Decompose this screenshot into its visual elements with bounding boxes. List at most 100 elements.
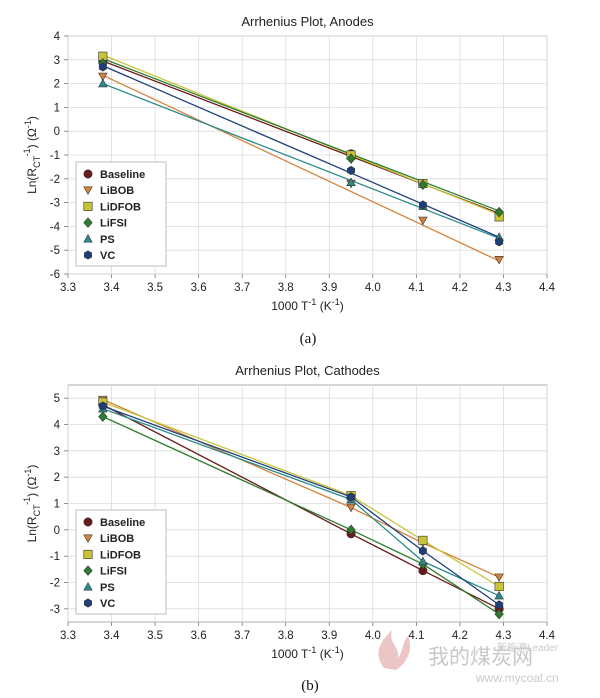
y-tick-label: 2 xyxy=(54,472,60,484)
legend-marker-vc xyxy=(84,250,92,260)
legend-marker-baseline xyxy=(83,169,93,179)
point-lifsi xyxy=(418,179,428,191)
chart-title: Arrhenius Plot, Cathodes xyxy=(235,363,380,378)
legend-label-libob: LiBOB xyxy=(100,185,134,197)
watermark-tag: 新能源Leader xyxy=(497,641,559,654)
legend-label-libob: LiBOB xyxy=(100,533,134,545)
legend-marker-ps xyxy=(83,233,93,243)
point-ps xyxy=(494,590,504,600)
point-vc xyxy=(347,492,355,502)
legend-label-baseline: Baseline xyxy=(100,517,145,529)
x-tick-label: 3.6 xyxy=(191,282,207,294)
legend-marker-baseline xyxy=(83,517,93,527)
point-vc xyxy=(495,237,504,247)
legend-label-baseline: Baseline xyxy=(100,169,145,181)
point-ps xyxy=(98,78,108,88)
legend-label-ps: PS xyxy=(100,582,115,594)
point-libob xyxy=(494,573,504,583)
x-tick-label: 3.8 xyxy=(278,282,294,294)
point-lifsi xyxy=(346,524,356,536)
x-tick-label: 4.1 xyxy=(408,282,424,294)
legend-label-lifsi: LiFSI xyxy=(100,218,127,230)
legend-marker-vc xyxy=(84,598,92,608)
series-line-vc xyxy=(102,405,500,606)
x-tick-label: 4.4 xyxy=(539,630,556,642)
x-tick-label: 4.4 xyxy=(539,282,556,294)
legend-marker-lifsi xyxy=(83,217,93,228)
x-tick-label: 3.5 xyxy=(147,282,163,294)
legend-label-vc: VC xyxy=(100,598,115,610)
point-ps xyxy=(346,177,356,187)
x-tick-label: 3.7 xyxy=(234,282,250,294)
legend-label-ps: PS xyxy=(100,234,115,246)
y-tick-label: 4 xyxy=(54,31,61,43)
y-tick-label: 0 xyxy=(54,126,60,138)
x-axis-label: 1000 T-1 (K-1) xyxy=(271,297,344,313)
y-tick-label: 3 xyxy=(54,55,60,67)
y-tick-label: -4 xyxy=(50,221,61,233)
watermark-cn: 我的煤炭网 xyxy=(428,646,533,669)
y-tick-label: -1 xyxy=(50,551,60,563)
point-vc xyxy=(418,546,427,556)
x-tick-label: 4.3 xyxy=(495,630,511,642)
x-tick-label: 3.7 xyxy=(234,630,250,642)
x-tick-label: 4.2 xyxy=(452,630,468,642)
x-tick-label: 4.1 xyxy=(408,630,424,642)
point-libob xyxy=(418,216,428,226)
legend-box xyxy=(75,509,167,615)
point-libob xyxy=(346,503,356,513)
y-axis-label: Ln(RCT-1) (Ω-1) xyxy=(22,465,42,543)
y-tick-label: -3 xyxy=(50,604,60,616)
legend-marker-libob xyxy=(83,186,93,196)
x-tick-label: 4.2 xyxy=(452,282,468,294)
point-vc xyxy=(98,62,107,72)
x-tick-label: 4.0 xyxy=(365,282,381,294)
y-axis-label: Ln(RCT-1) (Ω-1) xyxy=(22,116,42,194)
legend-marker-lidfob xyxy=(83,201,93,211)
panel-cathodes: 3.3 3.4 3.5 3.6 3.7 3.8 3.9 4.0 4.1 4.2 4.3 4.4 5 4 3 2… xyxy=(22,363,556,661)
x-axis-label: 1000 T-1 (K-1) xyxy=(271,645,344,661)
series-line-libob xyxy=(102,74,500,262)
series-line-lifsi xyxy=(102,416,500,615)
x-tick-label: 4.3 xyxy=(495,282,511,294)
flame-logo-icon xyxy=(378,630,411,670)
y-tick-label: -5 xyxy=(50,245,60,257)
legend-marker-ps xyxy=(83,581,93,591)
x-tick-label: 4.0 xyxy=(365,630,381,642)
point-vc xyxy=(98,401,107,411)
y-tick-label: 3 xyxy=(54,446,60,458)
point-lifsi xyxy=(494,608,504,620)
y-tick-label: 0 xyxy=(54,525,60,537)
legend-marker-lifsi xyxy=(83,565,93,576)
x-tick-label: 3.6 xyxy=(191,630,207,642)
watermark: 我的煤炭网 www.mycoal.cn 新能源Leader xyxy=(378,630,559,685)
point-libob xyxy=(98,72,108,82)
point-libob xyxy=(494,256,504,265)
point-vc xyxy=(418,200,427,210)
legend-label-lidfob: LiDFOB xyxy=(100,549,141,561)
legend-label-lidfob: LiDFOB xyxy=(100,201,141,213)
y-tick-label: -2 xyxy=(50,578,60,590)
y-tick-label: 4 xyxy=(54,420,61,432)
legend-label-vc: VC xyxy=(100,250,115,262)
y-tick-label: 2 xyxy=(54,79,60,91)
legend-box xyxy=(75,161,167,267)
x-tick-label: 3.4 xyxy=(104,630,121,642)
y-tick-label: 1 xyxy=(54,102,60,114)
point-lifsi xyxy=(98,411,108,422)
x-tick-label: 3.9 xyxy=(321,282,337,294)
series-line-ps xyxy=(102,82,500,239)
y-tick-label: 5 xyxy=(54,393,60,405)
y-tick-label: -2 xyxy=(50,174,60,186)
series-line-lidfob xyxy=(102,401,500,588)
panel-anodes: 3.3 3.4 3.5 3.6 3.7 3.8 3.9 4.0 4.1 4.2 4.3 4.4 4 3 2 1… xyxy=(22,14,556,313)
caption-a: (a) xyxy=(300,331,317,347)
caption-b: (b) xyxy=(301,678,319,694)
point-lidfob xyxy=(494,581,504,591)
series-line-vc xyxy=(102,65,500,238)
chart-title: Arrhenius Plot, Anodes xyxy=(241,14,374,29)
legend-label-lifsi: LiFSI xyxy=(100,566,127,578)
x-tick-label: 3.9 xyxy=(321,630,337,642)
legend-marker-lidfob xyxy=(83,549,93,559)
